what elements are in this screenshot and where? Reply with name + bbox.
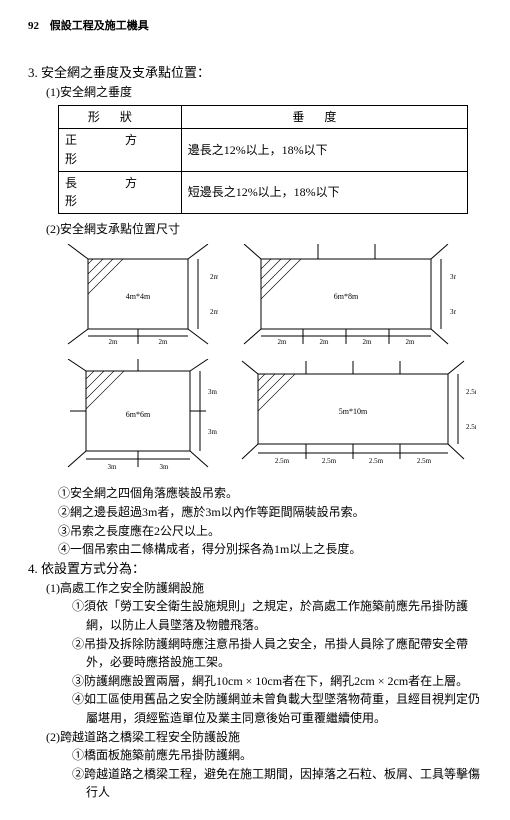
s4-i1-n3: ③防護網應設置兩層，網孔10cm × 10cm者在下，網孔2cm × 2cm者在… (72, 672, 482, 691)
lbl-a: 4m*4m (126, 292, 151, 301)
lbl-b: 6m*8m (334, 292, 359, 301)
section-4-title: 4. 依設置方式分為： (28, 559, 482, 579)
s3-i2-title: (2)安全網支承點位置尺寸 (46, 220, 482, 239)
sag-table: 形狀 垂度 正 方 形 邊長之12%以上，18%以下 長 方 形 短邊長之12%… (58, 105, 468, 214)
svg-text:2.5m: 2.5m (322, 457, 337, 465)
diagrams-block: 4m*4m 2m 2m 2m 2m 6m*8m 2m 2m 2m 2m 3m (58, 244, 482, 474)
s4-i1-n4: ④如工區使用舊品之安全防護網並未曾負載大型墜落物荷重，且經目視判定仍屬堪用，須經… (72, 690, 482, 727)
svg-text:2m: 2m (320, 338, 330, 346)
svg-text:3m: 3m (450, 308, 456, 316)
s3-i1-title: (1)安全網之垂度 (46, 83, 482, 102)
svg-text:2.5m: 2.5m (466, 423, 476, 431)
svg-text:3m: 3m (450, 273, 456, 281)
cell-sag-2: 短邊長之12%以上，18%以下 (181, 171, 467, 213)
svg-text:2m: 2m (278, 338, 288, 346)
s3-note3: ③吊索之長度應在2公尺以上。 (58, 522, 482, 541)
svg-text:2.5m: 2.5m (466, 388, 476, 396)
svg-text:3m: 3m (208, 388, 218, 396)
table-row: 正 方 形 邊長之12%以上，18%以下 (59, 129, 468, 171)
col-shape: 形狀 (59, 105, 182, 129)
s4-i2-n2: ②跨越道路之橋梁工程，避免在施工期間，因掉落之石粒、板屑、工具等擊傷行人 (72, 765, 482, 802)
s3-note4: ④一個吊索由二條構成者，得分別採各為1m以上之長度。 (58, 540, 482, 559)
svg-text:3m: 3m (160, 463, 170, 471)
svg-text:2.5m: 2.5m (275, 457, 290, 465)
section-3-title: 3. 安全網之垂度及支承點位置： (28, 63, 482, 83)
s3-note1: ①安全網之四個角落應裝設吊索。 (58, 484, 482, 503)
table-row: 形狀 垂度 (59, 105, 468, 129)
diagram-5x10: 5m*10m 2.5m 2.5m 2.5m 2.5m 2.5m 2.5m (236, 359, 476, 474)
diagram-6x8: 6m*8m 2m 2m 2m 2m 3m 3m (236, 244, 456, 349)
svg-text:2m: 2m (210, 273, 218, 281)
diagram-4x4: 4m*4m 2m 2m 2m 2m (58, 244, 218, 349)
svg-text:2m: 2m (210, 308, 218, 316)
col-sag: 垂度 (181, 105, 467, 129)
svg-text:2m: 2m (159, 338, 169, 346)
sag-table-wrap: 形狀 垂度 正 方 形 邊長之12%以上，18%以下 長 方 形 短邊長之12%… (58, 105, 468, 214)
svg-text:2m: 2m (363, 338, 373, 346)
svg-text:2.5m: 2.5m (369, 457, 384, 465)
s4-i1-title: (1)高處工作之安全防護網設施 (46, 579, 482, 598)
svg-text:2m: 2m (109, 338, 119, 346)
svg-text:2.5m: 2.5m (417, 457, 432, 465)
svg-text:3m: 3m (208, 428, 218, 436)
table-row: 長 方 形 短邊長之12%以上，18%以下 (59, 171, 468, 213)
svg-text:3m: 3m (108, 463, 118, 471)
diagram-6x6: 6m*6m 3m 3m 3m 3m (58, 359, 218, 474)
page-header: 92 假設工程及施工機具 (28, 18, 482, 35)
cell-shape-1: 正 方 形 (59, 129, 182, 171)
lbl-c: 6m*6m (126, 410, 151, 419)
s4-i2-title: (2)跨越道路之橋梁工程安全防護設施 (46, 728, 482, 747)
svg-text:2m: 2m (406, 338, 416, 346)
page-title: 假設工程及施工機具 (50, 20, 149, 32)
s4-i2-n1: ①橋面板施築前應先吊掛防護網。 (72, 746, 482, 765)
cell-shape-2: 長 方 形 (59, 171, 182, 213)
page-number: 92 (28, 20, 39, 32)
cell-sag-1: 邊長之12%以上，18%以下 (181, 129, 467, 171)
s4-i1-n1: ①須依「勞工安全衛生設施規則」之規定，於高處工作施築前應先吊掛防護網，以防止人員… (72, 597, 482, 634)
s3-note2: ②網之邊長超過3m者，應於3m以內作等距間隔裝設吊索。 (58, 503, 482, 522)
lbl-d: 5m*10m (339, 407, 368, 416)
s4-i1-n2: ②吊掛及拆除防護網時應注意吊掛人員之安全，吊掛人員除了應配帶安全帶外，必要時應搭… (72, 635, 482, 672)
